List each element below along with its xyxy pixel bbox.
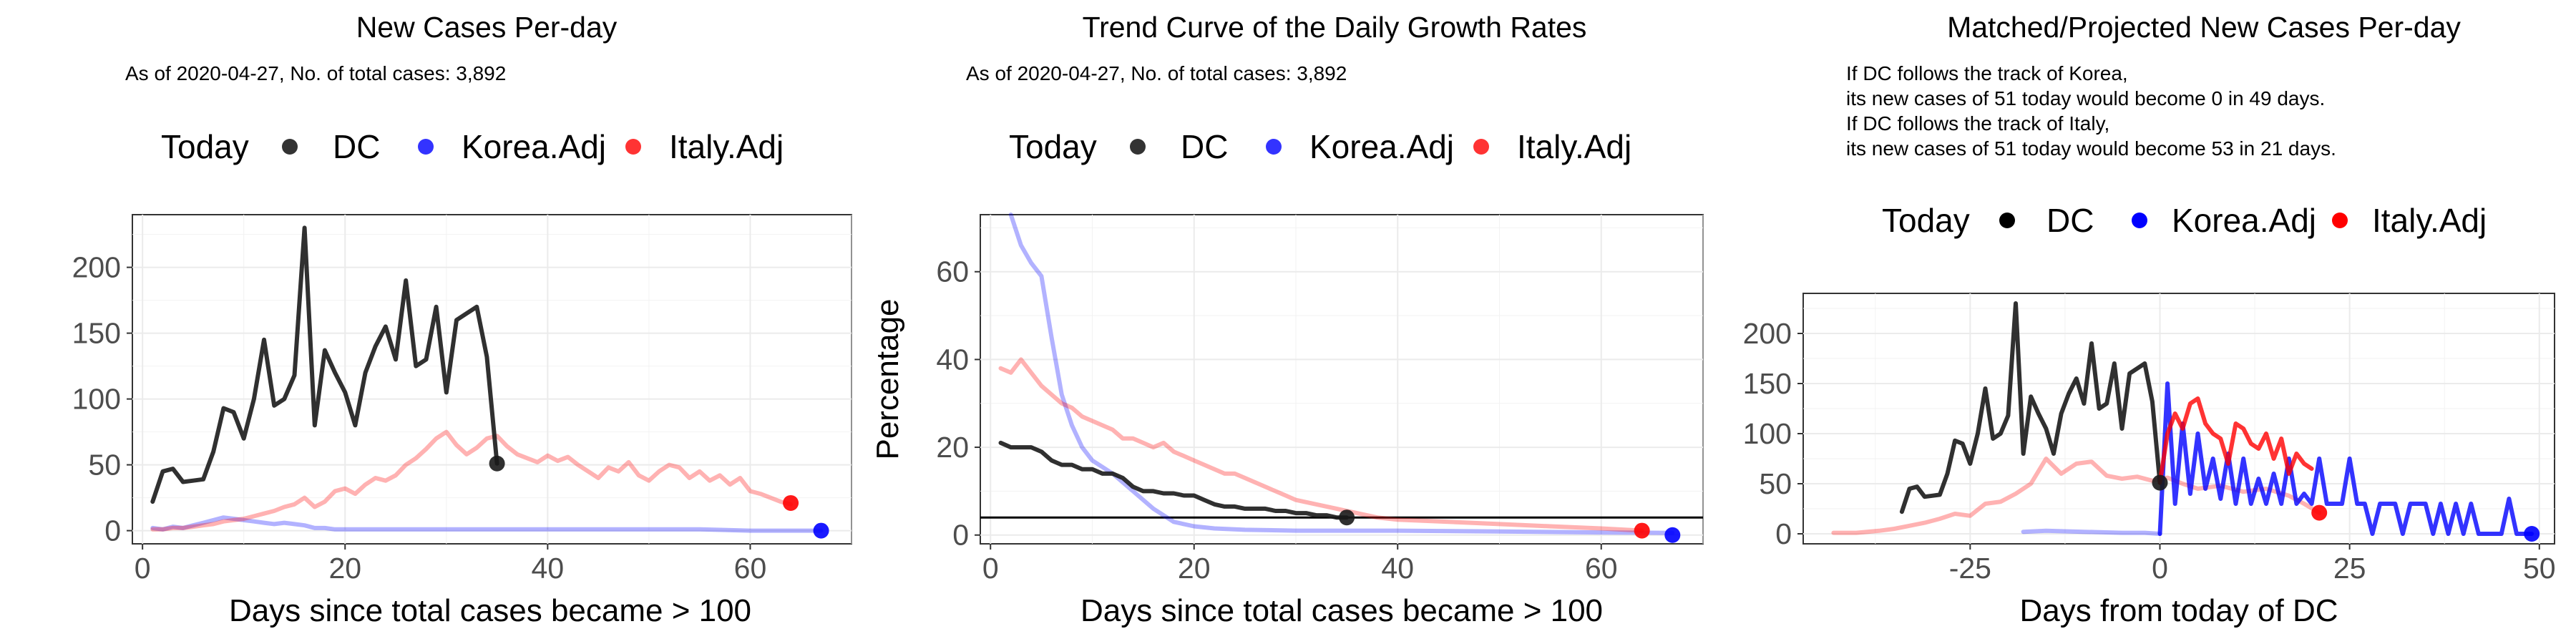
chart-note-line: its new cases of 51 today would become 5… (1846, 137, 2336, 160)
series-line-dc (150, 225, 499, 504)
y-tick-label: 150 (1743, 367, 1792, 400)
chart-note-line: As of 2020-04-27, No. of total cases: 3,… (125, 62, 506, 84)
x-axis-label: Days since total cases became > 100 (229, 593, 751, 628)
legend-label-korea: Korea.Adj (2172, 202, 2316, 239)
x-axis-label: Days from today of DC (2019, 593, 2338, 628)
series-line-italy-adj (150, 429, 794, 532)
today-point-italy-adj (2311, 504, 2328, 521)
legend-label-italy: Italy.Adj (1517, 128, 1631, 165)
series-line-korea-adj (1008, 213, 1675, 535)
today-point-dc (1339, 509, 1355, 526)
x-tick-label: 60 (1585, 552, 1618, 585)
series-line-korea-adj-projected (2157, 381, 2534, 536)
today-point-italy-adj (783, 494, 799, 511)
x-tick-label: 0 (982, 552, 999, 585)
new-cases-panel: 0 20 40 60 0 50 100 150 200 New Cases Per-day A… (72, 11, 852, 628)
series-line-italy-adj (998, 357, 1644, 533)
projected-cases-panel: -25 0 25 50 0 50 100 150 200 Matched/Projected … (1743, 11, 2556, 628)
x-tick-label: 0 (135, 552, 151, 585)
series-line-dc-history (1899, 301, 2162, 514)
x-tick-label: 25 (2333, 552, 2366, 585)
chart-note-line: As of 2020-04-27, No. of total cases: 3,… (966, 62, 1347, 84)
series-line-korea-adj (150, 515, 824, 533)
y-tick-label: 100 (72, 383, 121, 416)
y-tick-label: 0 (1775, 517, 1792, 550)
today-point-dc (2152, 474, 2168, 491)
chart-note-line: its new cases of 51 today would become 0… (1846, 87, 2325, 109)
legend-key-korea (2132, 213, 2147, 228)
x-tick-label: 40 (532, 552, 565, 585)
y-tick-label: 150 (72, 317, 121, 350)
legend-key-dc (282, 139, 298, 155)
today-point-dc (489, 455, 505, 472)
legend-label-korea: Korea.Adj (462, 128, 606, 165)
legend: Today DC Korea.Adj Italy.Adj (1882, 202, 2487, 239)
legend-label-italy: Italy.Adj (669, 128, 784, 165)
legend-title: Today (1009, 128, 1097, 165)
series-line-dc (998, 440, 1350, 520)
today-point-korea-adj (2524, 526, 2540, 542)
x-tick-label: -25 (1949, 552, 1991, 585)
y-tick-label: 50 (88, 449, 121, 482)
y-tick-label: 200 (1743, 317, 1792, 350)
legend: Today DC Korea.Adj Italy.Adj (1009, 128, 1631, 165)
legend: Today DC Korea.Adj Italy.Adj (161, 128, 784, 165)
legend-key-italy (2332, 213, 2348, 228)
legend-key-dc (1130, 139, 1146, 155)
chart-title: New Cases Per-day (356, 11, 618, 44)
today-point-korea-adj (813, 522, 829, 539)
legend-title: Today (161, 128, 249, 165)
legend-key-italy (1473, 139, 1489, 155)
x-tick-label: 20 (1178, 552, 1211, 585)
y-tick-label: 200 (72, 251, 121, 284)
y-tick-label: 0 (952, 519, 969, 552)
plot-area (980, 214, 1704, 545)
legend-key-korea (1266, 139, 1282, 155)
x-axis-label: Days since total cases became > 100 (1080, 593, 1603, 628)
y-tick-label: 40 (936, 343, 969, 376)
legend-label-italy: Italy.Adj (2372, 202, 2487, 239)
y-tick-label: 60 (936, 255, 969, 288)
chart-note-line: If DC follows the track of Italy, (1846, 112, 2109, 135)
legend-title: Today (1882, 202, 1970, 239)
y-tick-label: 100 (1743, 417, 1792, 450)
x-tick-label: 60 (734, 552, 767, 585)
legend-label-dc: DC (1181, 128, 1228, 165)
legend-key-korea (418, 139, 434, 155)
legend-label-korea: Korea.Adj (1309, 128, 1454, 165)
y-tick-label: 20 (936, 431, 969, 464)
today-point-korea-adj (1664, 527, 1681, 543)
today-point-italy-adj (1634, 522, 1650, 539)
plot-area (132, 214, 852, 545)
legend-label-dc: DC (333, 128, 380, 165)
x-tick-label: 40 (1381, 552, 1414, 585)
y-tick-label: 50 (1759, 467, 1792, 500)
y-tick-label: 0 (104, 514, 121, 547)
legend-key-dc (1999, 213, 2015, 228)
legend-label-dc: DC (2046, 202, 2094, 239)
chart-title: Matched/Projected New Cases Per-day (1947, 11, 2461, 44)
x-tick-label: 50 (2523, 552, 2556, 585)
y-axis-label: Percentage (870, 298, 905, 459)
x-tick-label: 20 (328, 552, 361, 585)
x-tick-label: 0 (2152, 552, 2168, 585)
chart-title: Trend Curve of the Daily Growth Rates (1083, 11, 1587, 44)
growth-rate-panel: 0 20 40 60 0 20 40 60 Trend Curve of the Daily… (870, 11, 1704, 628)
series-line-italy-adj-projected (2157, 396, 2314, 485)
chart-note-line: If DC follows the track of Korea, (1846, 62, 2128, 84)
series-line-korea-adj-history (2021, 528, 2162, 536)
legend-key-italy (625, 139, 641, 155)
